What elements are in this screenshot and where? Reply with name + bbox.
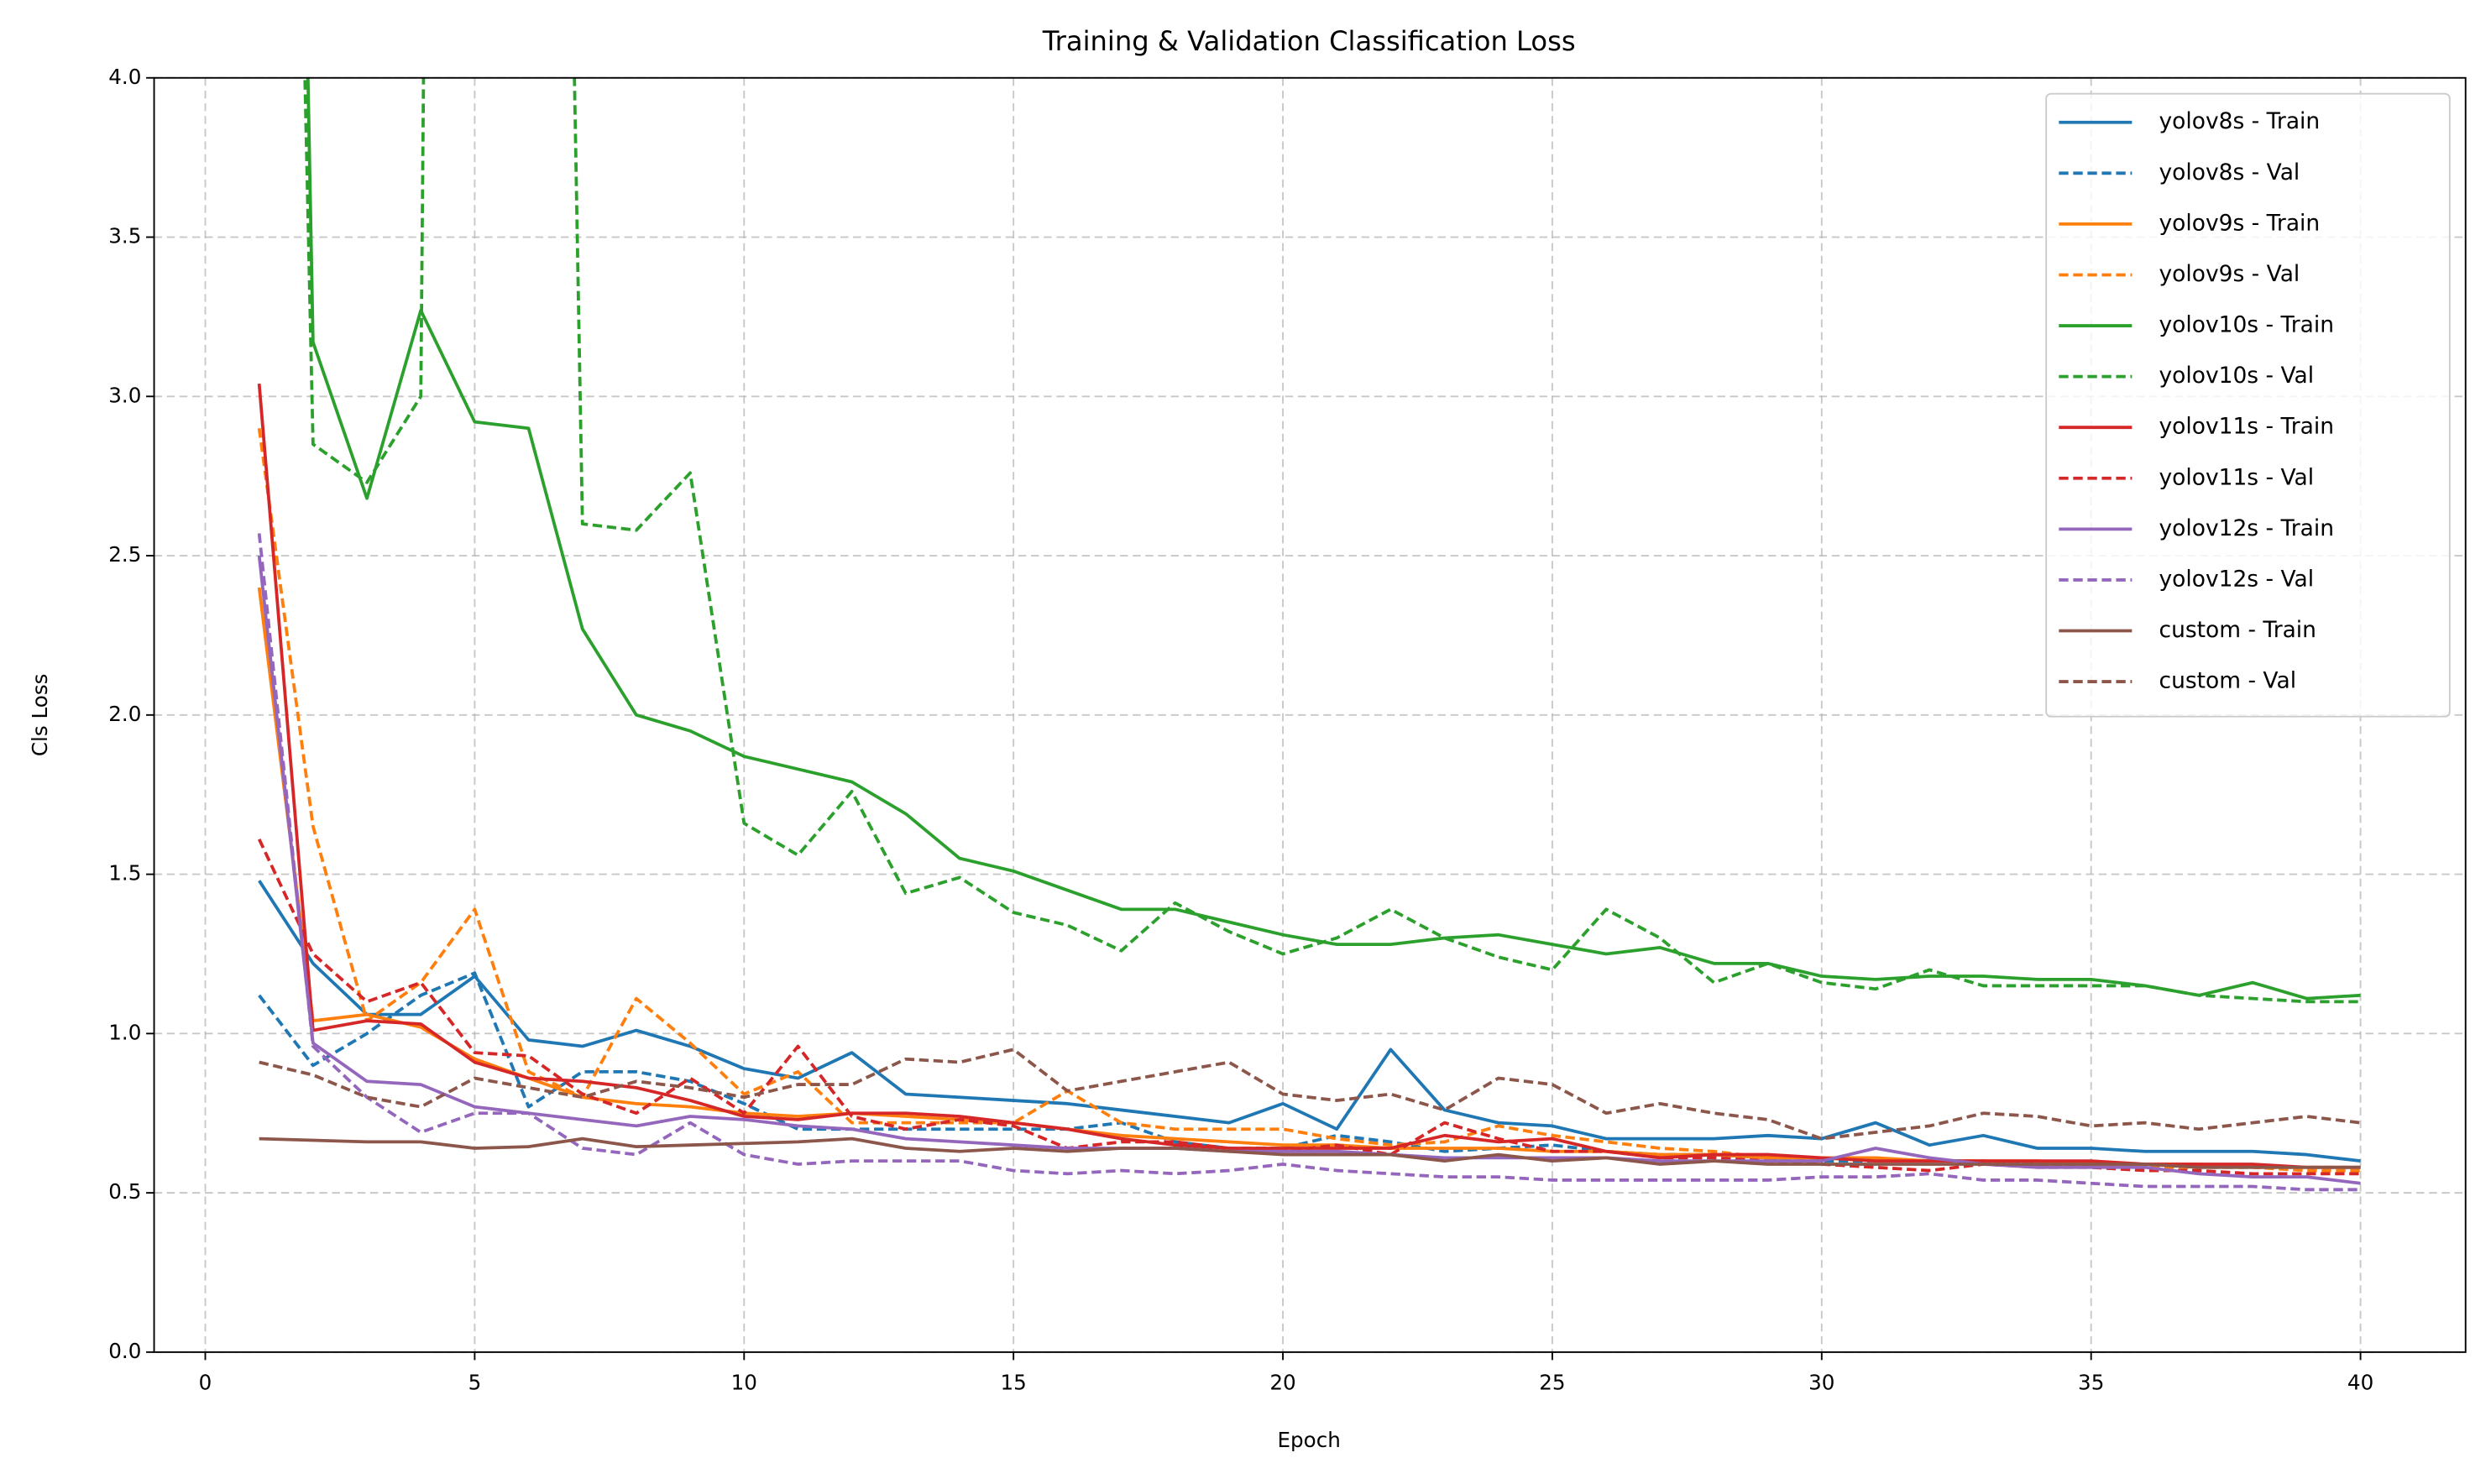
x-tick-label: 25 <box>1539 1371 1565 1395</box>
series-line <box>257 839 2361 1176</box>
x-tick-label: 0 <box>199 1371 212 1395</box>
y-tick-label: 2.5 <box>108 542 141 567</box>
x-tick-label: 30 <box>1808 1371 1834 1395</box>
series-line <box>257 427 2361 1173</box>
plot-area <box>257 77 2361 1192</box>
y-tick-label: 1.0 <box>108 1020 141 1044</box>
series-line <box>306 77 2361 1001</box>
legend-label: yolov12s - Train <box>2159 515 2335 541</box>
legend-label: yolov9s - Val <box>2159 261 2300 287</box>
x-tick-label: 20 <box>1269 1371 1295 1395</box>
axes-frame <box>153 76 2467 1353</box>
y-tick-label: 3.5 <box>108 224 141 248</box>
series-line <box>258 971 2361 1169</box>
legend-label: yolov11s - Val <box>2159 464 2315 490</box>
legend-label: yolov12s - Val <box>2159 566 2315 592</box>
legend-label: custom - Train <box>2159 617 2316 643</box>
series-line <box>257 533 2361 1192</box>
x-axis-label: Epoch <box>1278 1428 1341 1452</box>
legend-label: yolov10s - Val <box>2159 363 2315 389</box>
series-line <box>259 1048 2361 1141</box>
legend-label: custom - Val <box>2159 668 2297 694</box>
y-tick-label: 1.5 <box>108 861 141 886</box>
x-tick-label: 10 <box>731 1371 757 1395</box>
y-tick-label: 0.0 <box>108 1339 141 1363</box>
series-line <box>303 77 2361 1004</box>
x-tick-label: 35 <box>2078 1371 2104 1395</box>
chart-title: Training & Validation Classification Los… <box>1042 25 1576 57</box>
y-tick-label: 4.0 <box>108 65 141 89</box>
legend-label: yolov9s - Train <box>2159 210 2321 236</box>
series-line <box>258 880 2361 1163</box>
legend-label: yolov10s - Train <box>2159 312 2335 338</box>
x-tick-label: 15 <box>1001 1371 1027 1395</box>
y-tick-label: 0.5 <box>108 1179 141 1204</box>
series-line <box>259 1137 2361 1169</box>
y-axis-label: Cls Loss <box>28 674 52 757</box>
y-tick-label: 2.0 <box>108 702 141 726</box>
series-line <box>257 383 2361 1169</box>
x-tick-label: 5 <box>468 1371 482 1395</box>
x-tick-label: 40 <box>2347 1371 2373 1395</box>
legend-label: yolov11s - Train <box>2159 414 2335 440</box>
y-tick-label: 3.0 <box>108 383 141 407</box>
series-line <box>257 555 2361 1185</box>
legend-label: yolov8s - Train <box>2159 108 2321 134</box>
legend-box <box>2045 92 2451 718</box>
legend: yolov8s - Train yolov8s - Val yolov9s - Tr… <box>2045 92 2451 718</box>
legend-label: yolov8s - Val <box>2159 159 2300 186</box>
